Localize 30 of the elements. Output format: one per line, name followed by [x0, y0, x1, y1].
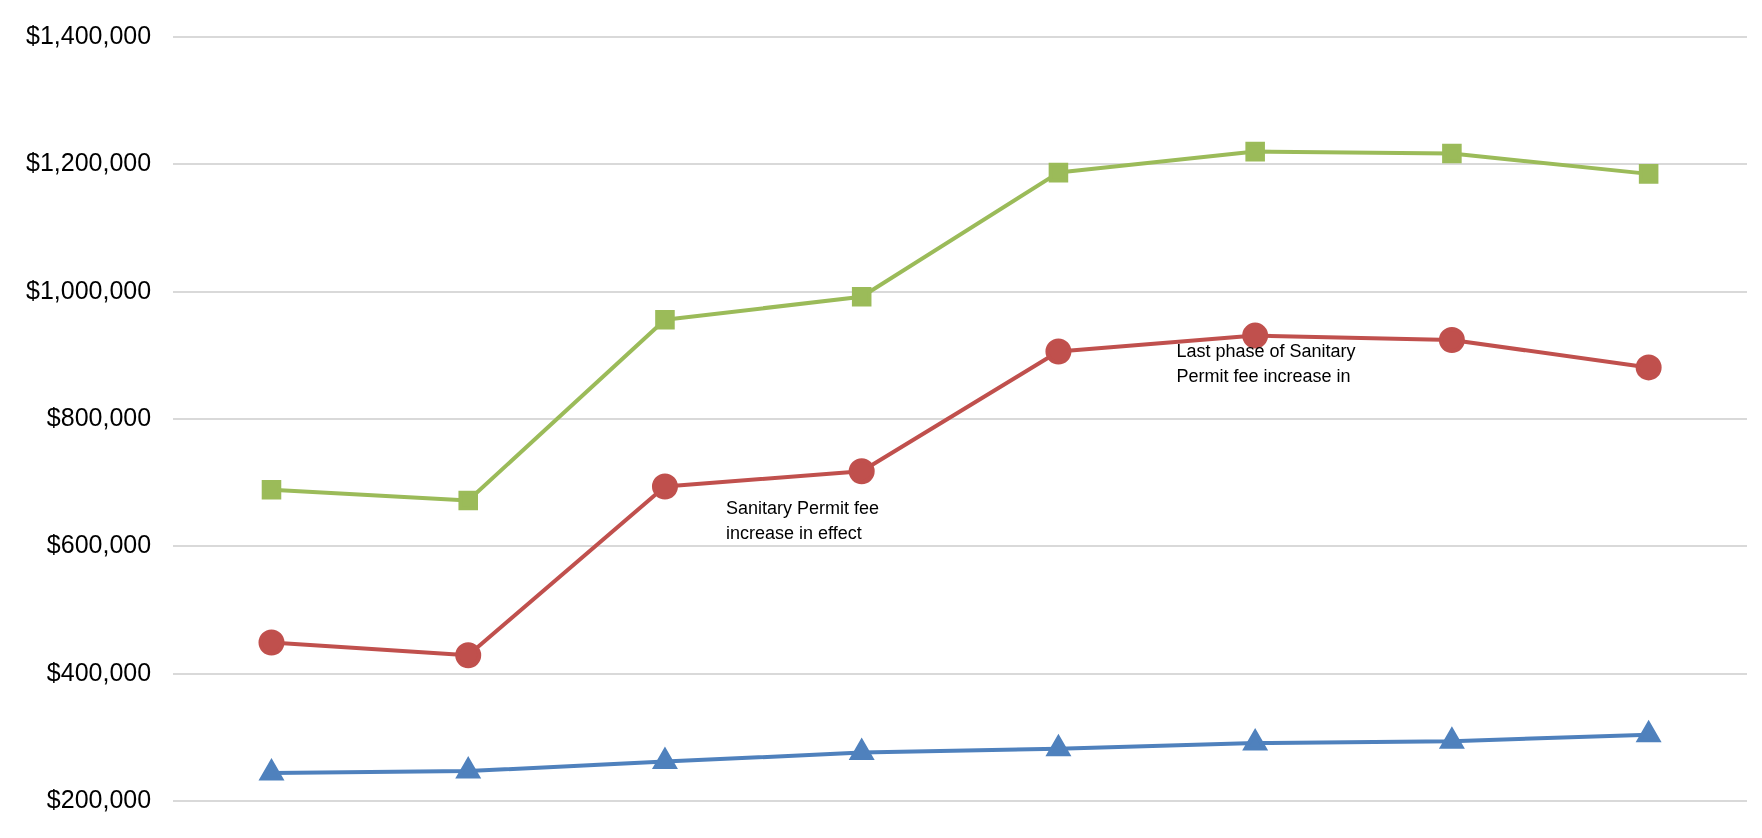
point — [848, 458, 875, 485]
point — [1438, 327, 1465, 354]
point — [1635, 354, 1662, 381]
point — [1045, 338, 1072, 365]
point — [261, 479, 282, 500]
annotation: Last phase of Sanitary Permit fee increase in — [1176, 341, 1356, 387]
y-tick-label: $1,400,000 — [26, 20, 152, 49]
point — [655, 309, 675, 330]
point — [848, 737, 875, 761]
point — [651, 473, 678, 500]
annotation: Sanitary Permit fee increase in effect — [725, 498, 880, 544]
y-tick-label: $800,000 — [46, 402, 152, 431]
y-tick-label: $600,000 — [46, 530, 152, 559]
point — [1243, 730, 1267, 751]
y-tick-label: $1,200,000 — [26, 148, 152, 177]
point — [458, 490, 478, 511]
point — [259, 759, 284, 781]
point — [851, 286, 872, 307]
point — [1638, 164, 1659, 184]
point — [456, 758, 480, 779]
point — [1245, 141, 1265, 162]
point — [652, 746, 678, 770]
point — [1635, 719, 1662, 743]
y-tick-label: $400,000 — [46, 657, 152, 686]
point — [1442, 143, 1462, 164]
point — [1045, 733, 1072, 757]
y-tick-label: $200,000 — [46, 784, 152, 813]
y-tick-label: $1,000,000 — [26, 275, 152, 304]
point — [1440, 728, 1464, 749]
point — [1048, 162, 1069, 183]
